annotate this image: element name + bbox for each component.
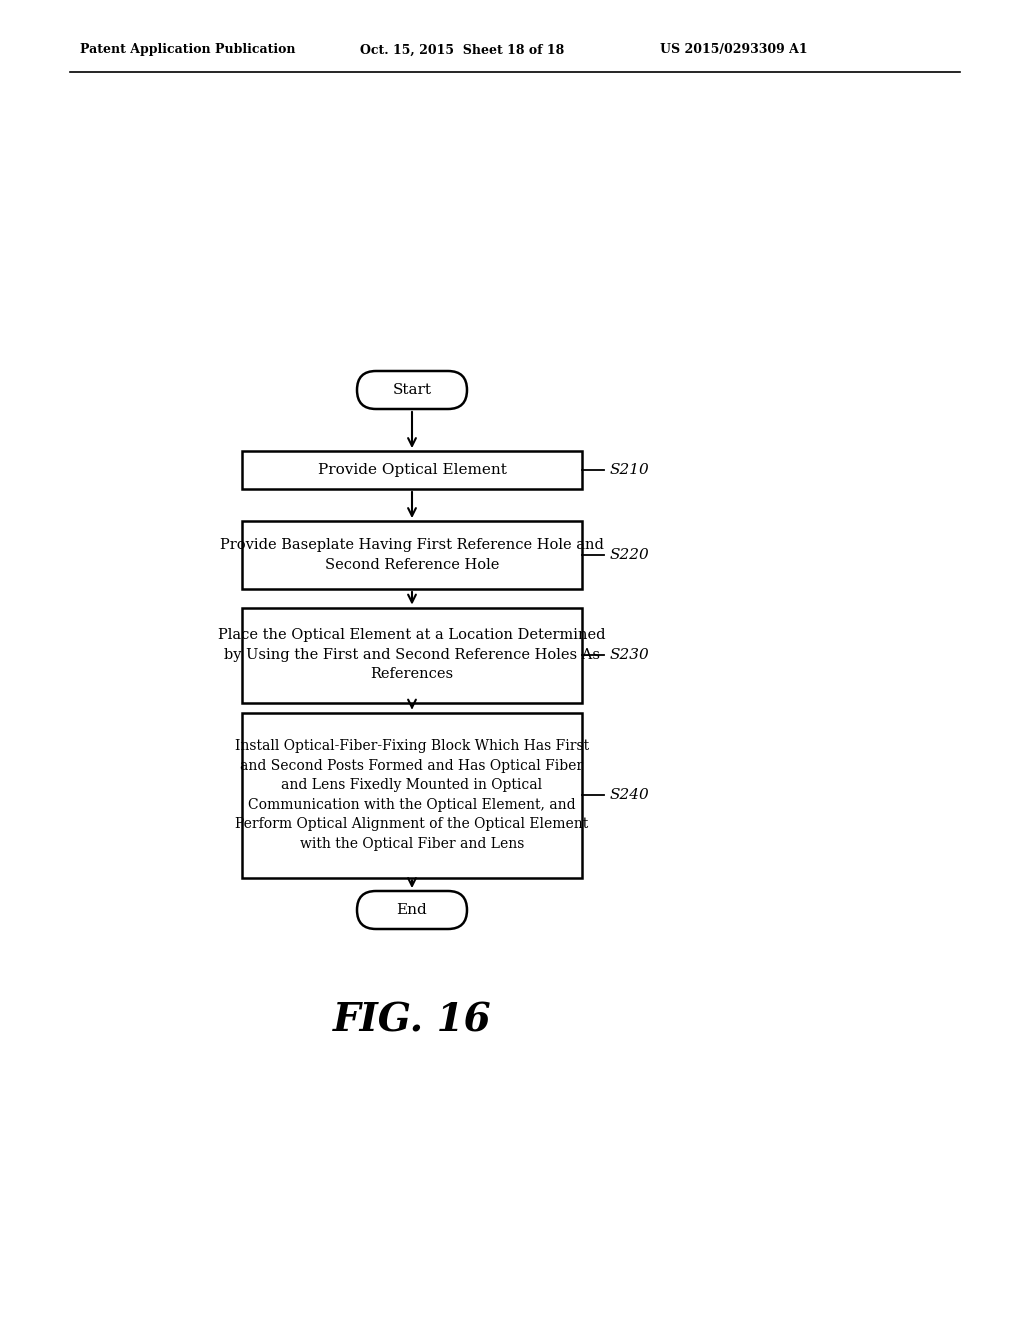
Text: Place the Optical Element at a Location Determined
by Using the First and Second: Place the Optical Element at a Location … — [218, 628, 606, 681]
FancyBboxPatch shape — [357, 371, 467, 409]
Text: Provide Optical Element: Provide Optical Element — [317, 463, 507, 477]
Bar — [242, 713, 582, 878]
Text: End: End — [396, 903, 427, 917]
Bar — [242, 451, 582, 488]
Text: S220: S220 — [610, 548, 650, 562]
Text: Provide Baseplate Having First Reference Hole and
Second Reference Hole: Provide Baseplate Having First Reference… — [220, 539, 604, 572]
Text: Patent Application Publication: Patent Application Publication — [80, 44, 296, 57]
Bar — [242, 521, 582, 589]
Text: S210: S210 — [610, 463, 650, 477]
Bar — [242, 607, 582, 702]
Text: Install Optical-Fiber-Fixing Block Which Has First
and Second Posts Formed and H: Install Optical-Fiber-Fixing Block Which… — [234, 739, 589, 851]
Text: FIG. 16: FIG. 16 — [333, 1001, 492, 1039]
Text: Oct. 15, 2015  Sheet 18 of 18: Oct. 15, 2015 Sheet 18 of 18 — [360, 44, 564, 57]
Text: Start: Start — [392, 383, 431, 397]
Text: S230: S230 — [610, 648, 650, 663]
FancyBboxPatch shape — [357, 891, 467, 929]
Text: US 2015/0293309 A1: US 2015/0293309 A1 — [660, 44, 808, 57]
Text: S240: S240 — [610, 788, 650, 803]
